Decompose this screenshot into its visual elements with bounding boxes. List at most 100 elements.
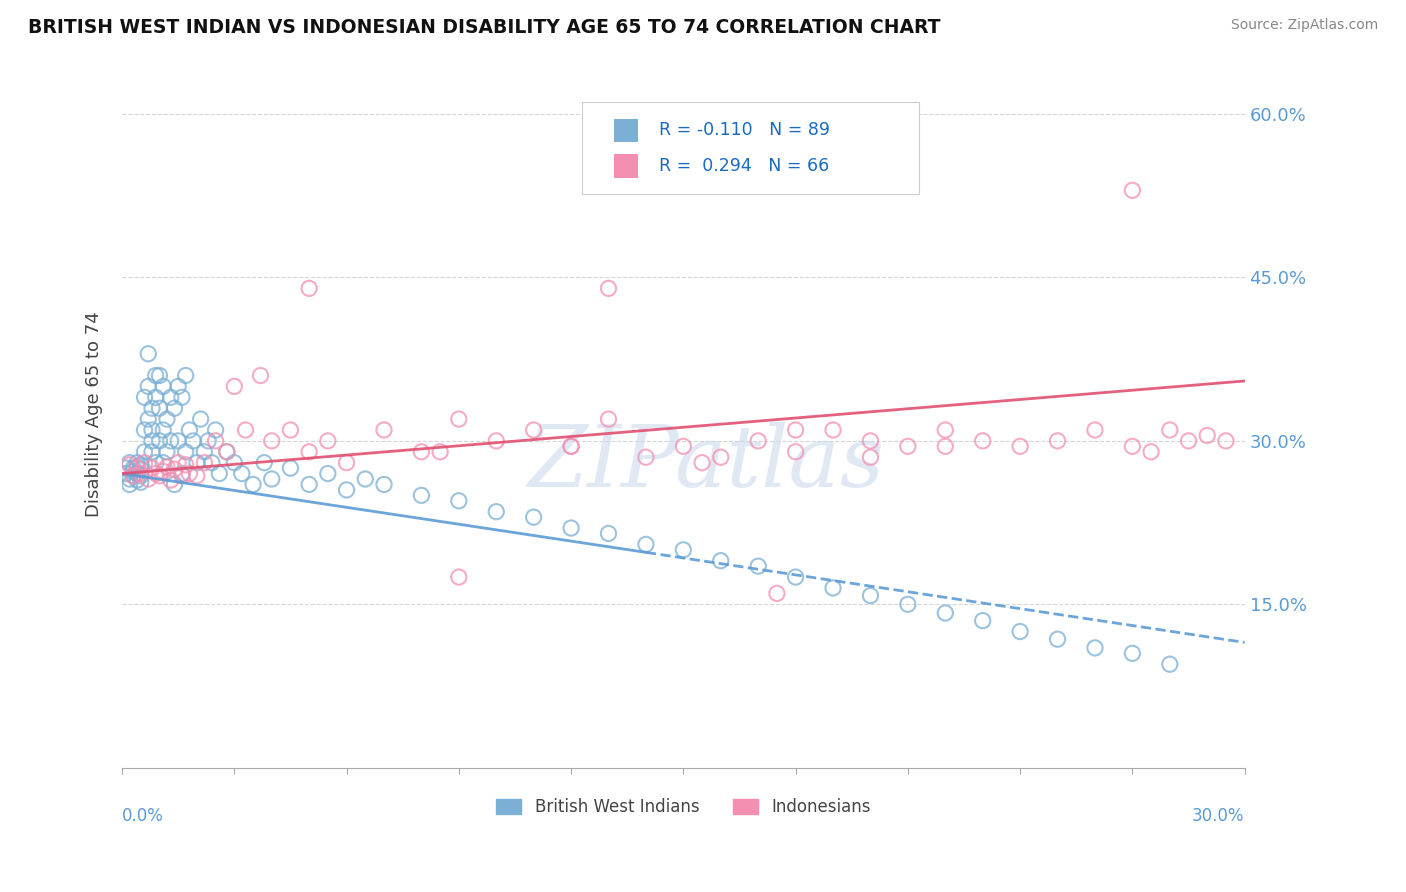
Point (298, 444, 321, 458)
Point (690, 456, 713, 470)
Point (129, 462, 152, 476)
Point (598, 281, 620, 295)
Point (710, 554, 733, 568)
Point (253, 456, 276, 470)
Point (125, 460, 148, 475)
Point (1010, 439, 1032, 453)
Point (316, 467, 339, 481)
Point (934, 423, 956, 437)
Point (141, 444, 163, 458)
Point (316, 434, 339, 448)
Text: 30.0%: 30.0% (1192, 806, 1244, 824)
Point (125, 456, 148, 470)
Point (280, 423, 302, 437)
Point (208, 467, 231, 481)
Point (1197, 428, 1219, 442)
Point (821, 581, 844, 595)
Point (598, 412, 620, 426)
Point (148, 468, 170, 483)
Point (897, 597, 920, 611)
Point (785, 570, 807, 584)
Point (859, 450, 882, 465)
Point (335, 483, 357, 497)
Point (122, 468, 145, 483)
Point (122, 461, 145, 475)
Point (1084, 423, 1107, 437)
Point (136, 347, 159, 361)
Point (859, 434, 882, 448)
Point (152, 379, 174, 393)
Point (373, 477, 395, 491)
Point (634, 450, 657, 465)
Point (170, 468, 193, 483)
Point (260, 434, 283, 448)
Point (118, 458, 141, 472)
Point (447, 493, 470, 508)
Point (114, 461, 136, 475)
Bar (614, 119, 638, 142)
Point (190, 412, 212, 426)
Point (204, 434, 226, 448)
Point (215, 444, 238, 458)
Point (148, 368, 170, 383)
Point (235, 423, 257, 437)
Point (174, 368, 197, 383)
Point (1121, 646, 1143, 660)
Point (174, 444, 197, 458)
Point (634, 537, 657, 551)
Point (118, 472, 141, 486)
Point (204, 423, 226, 437)
Point (163, 401, 186, 416)
Point (1121, 439, 1143, 453)
Point (411, 444, 433, 458)
Point (156, 460, 179, 475)
Point (136, 379, 159, 393)
Point (134, 456, 156, 470)
Point (129, 475, 152, 490)
Bar (614, 154, 638, 178)
Point (373, 423, 395, 437)
Point (280, 461, 302, 475)
Point (215, 444, 238, 458)
Point (197, 434, 219, 448)
Point (249, 368, 271, 383)
Point (118, 477, 141, 491)
Point (354, 472, 377, 486)
Point (1159, 423, 1181, 437)
Point (231, 467, 253, 481)
Point (141, 461, 163, 475)
Point (598, 526, 620, 541)
Point (134, 390, 156, 404)
Point (485, 434, 508, 448)
Point (485, 505, 508, 519)
Point (125, 461, 148, 475)
Point (163, 477, 186, 491)
Point (152, 423, 174, 437)
Point (260, 472, 283, 486)
Point (747, 559, 769, 574)
Point (129, 467, 152, 481)
Point (167, 434, 190, 448)
Point (672, 439, 695, 453)
Point (159, 434, 181, 448)
Point (156, 412, 179, 426)
Point (335, 456, 357, 470)
Point (972, 614, 994, 628)
Point (560, 521, 582, 535)
Point (560, 439, 582, 453)
Point (298, 281, 321, 295)
Point (201, 456, 224, 470)
Point (1046, 434, 1069, 448)
Point (1046, 632, 1069, 647)
Point (134, 444, 156, 458)
Point (129, 458, 152, 472)
Point (1159, 657, 1181, 672)
Point (152, 464, 174, 478)
Point (186, 468, 208, 483)
Text: Source: ZipAtlas.com: Source: ZipAtlas.com (1230, 18, 1378, 32)
Point (934, 606, 956, 620)
Point (125, 473, 148, 487)
Point (122, 468, 145, 483)
Point (560, 439, 582, 453)
Point (1010, 624, 1032, 639)
